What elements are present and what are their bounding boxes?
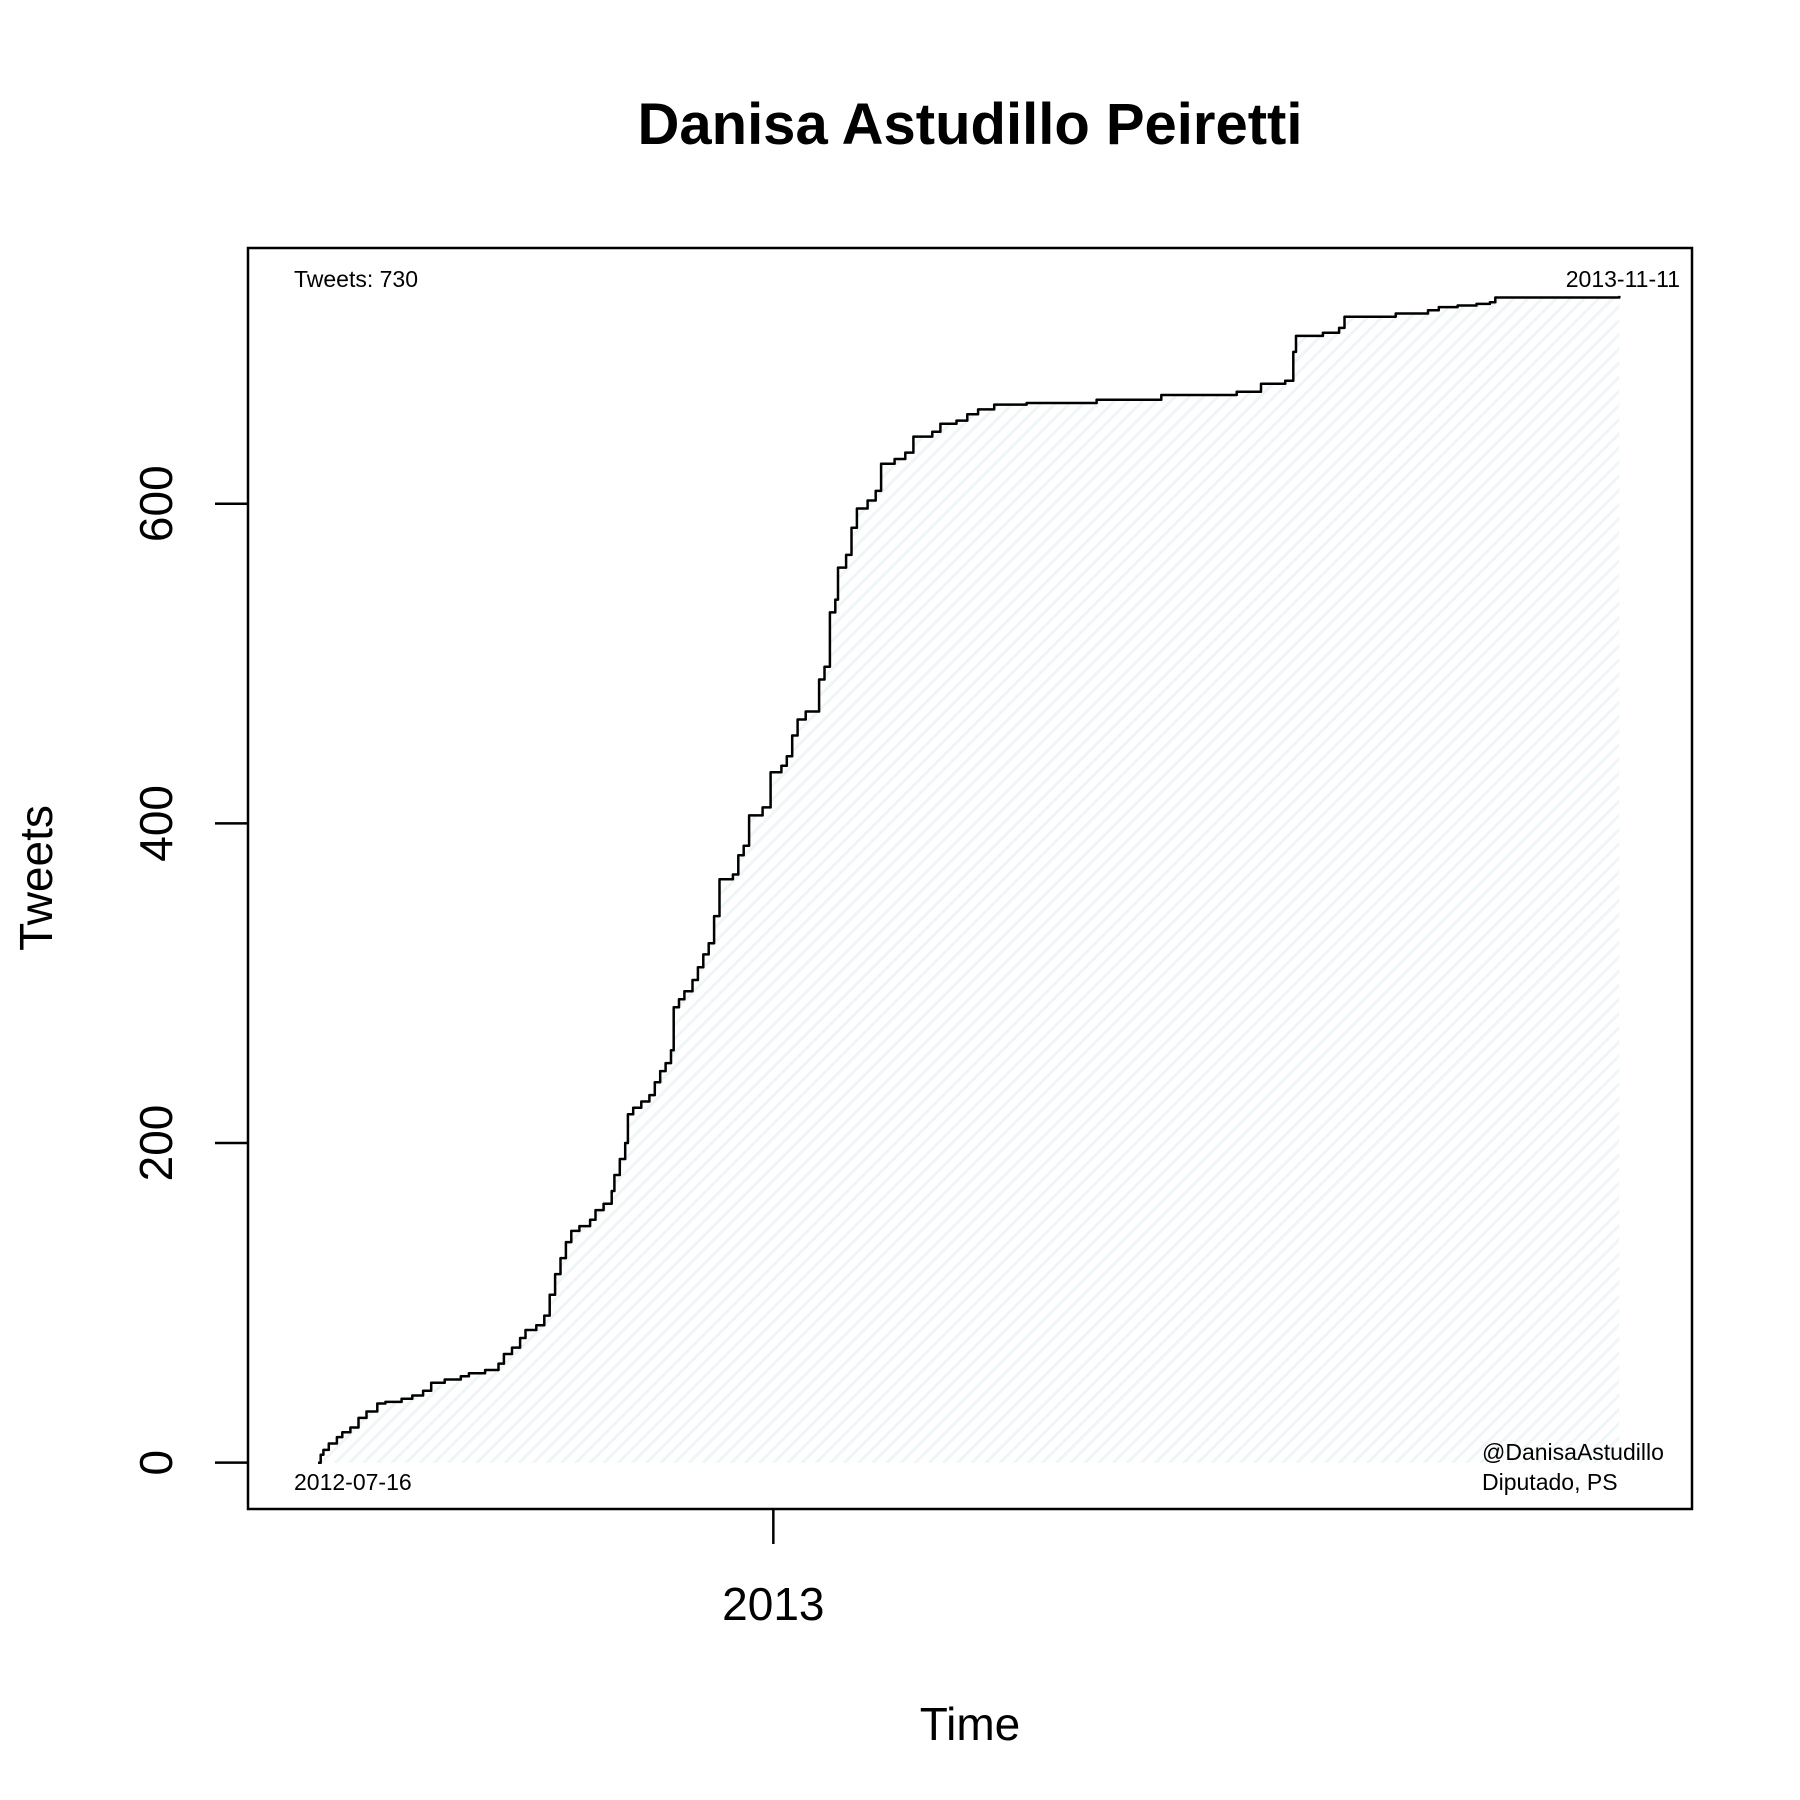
y-axis: 0 200 400 600 xyxy=(130,465,248,1475)
role-note: Diputado, PS xyxy=(1482,1469,1618,1495)
x-axis-label: Time xyxy=(920,1698,1021,1750)
y-tick-label: 600 xyxy=(130,465,182,542)
x-tick-label: 2013 xyxy=(722,1578,824,1630)
x-axis: 2013 xyxy=(722,1509,825,1630)
end-date-note: 2013-11-11 xyxy=(1566,266,1680,292)
start-date-note: 2012-07-16 xyxy=(294,1469,412,1495)
cumulative-tweets-area xyxy=(318,295,1620,1463)
y-tick-label: 400 xyxy=(130,785,182,862)
handle-note: @DanisaAstudillo xyxy=(1482,1439,1664,1465)
y-tick-label: 0 xyxy=(130,1450,182,1476)
y-axis-label: Tweets xyxy=(10,805,62,951)
y-tick-label: 200 xyxy=(130,1105,182,1182)
cumulative-tweets-line xyxy=(318,295,1621,1464)
chart-title: Danisa Astudillo Peiretti xyxy=(638,92,1303,157)
tweet-count-note: Tweets: 730 xyxy=(294,266,418,292)
plot-frame xyxy=(246,246,1694,1511)
